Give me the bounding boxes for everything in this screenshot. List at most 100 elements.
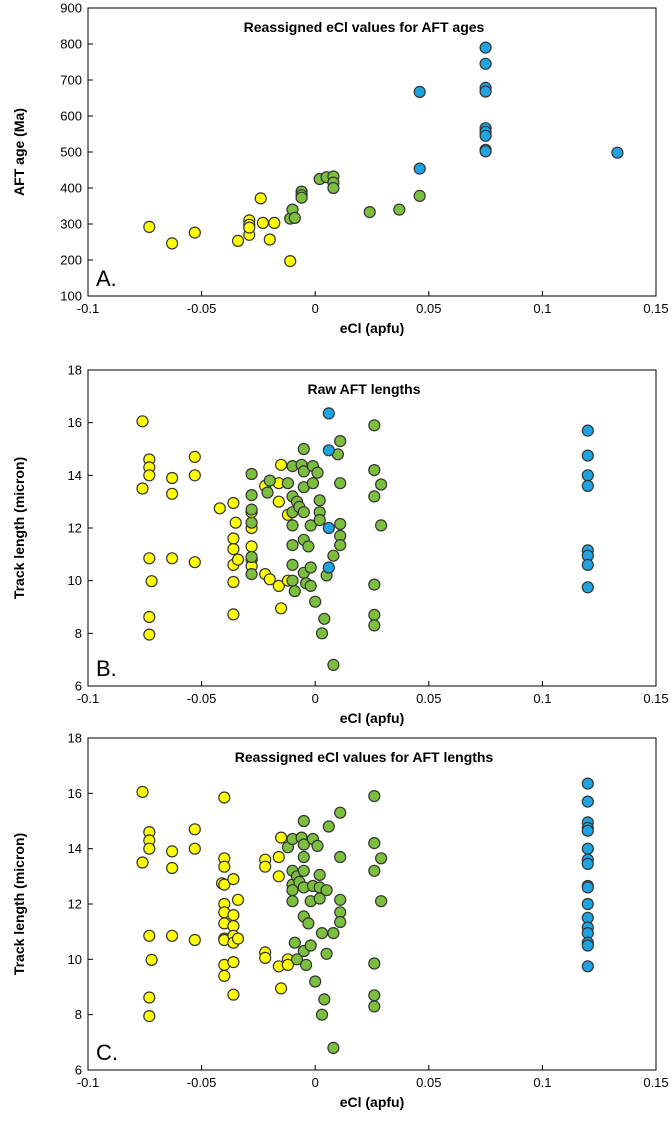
data-point: [227, 543, 240, 556]
data-point: [227, 496, 240, 510]
x-tick-label: 0: [312, 1075, 319, 1090]
data-point: [288, 211, 301, 224]
data-point: [375, 519, 388, 532]
y-tick-label: 18: [68, 363, 82, 378]
x-tick-label: -0.1: [77, 301, 99, 316]
y-tick-label: 12: [68, 897, 82, 912]
data-point: [368, 989, 381, 1002]
data-point: [322, 444, 335, 457]
data-point: [143, 552, 156, 565]
y-axis-label: Track length (micron): [11, 457, 27, 599]
x-tick-label: 0.05: [416, 1075, 441, 1090]
data-point: [375, 478, 388, 491]
x-tick-label: 0.05: [416, 691, 441, 706]
data-point: [313, 514, 326, 527]
data-point: [306, 477, 319, 490]
data-point: [263, 233, 276, 246]
plot-frame: [87, 369, 657, 687]
panel-label: B.: [96, 656, 117, 681]
data-point: [275, 458, 288, 471]
data-point: [227, 956, 240, 969]
y-tick-label: 18: [68, 731, 82, 746]
y-tick-label: 8: [75, 626, 82, 641]
data-point: [322, 820, 335, 833]
data-point: [229, 516, 242, 529]
data-point: [368, 836, 381, 850]
data-point: [297, 506, 310, 519]
data-point: [286, 539, 299, 552]
data-point: [263, 474, 276, 487]
data-point: [368, 608, 381, 621]
data-point: [213, 502, 226, 515]
data-point: [136, 415, 149, 428]
data-point: [227, 873, 240, 886]
y-tick-label: 600: [60, 109, 82, 124]
y-axis-label: Track length (micron): [11, 833, 27, 975]
data-point: [581, 857, 594, 870]
y-tick-label: 16: [68, 415, 82, 430]
plot-frame: [87, 7, 657, 297]
panel-label: C.: [96, 1040, 118, 1065]
chart-title: Reassigned eCl values for AFT ages: [244, 19, 485, 35]
y-tick-label: 10: [68, 573, 82, 588]
x-axis-label: eCl (apfu): [340, 710, 405, 726]
data-point: [581, 558, 594, 571]
data-point: [334, 806, 347, 819]
data-point: [231, 234, 245, 247]
y-tick-label: 8: [75, 1007, 82, 1022]
panel-label: A.: [96, 266, 117, 291]
y-axis-label: AFT age (Ma): [11, 108, 27, 196]
data-point: [375, 852, 388, 865]
data-point: [581, 960, 594, 973]
data-point: [188, 226, 201, 239]
data-point: [166, 471, 179, 485]
data-point: [322, 407, 335, 420]
data-point: [275, 982, 288, 995]
x-tick-label: 0.15: [643, 1075, 668, 1090]
data-point: [581, 939, 594, 952]
data-point: [166, 552, 179, 565]
x-tick-label: 0.15: [643, 691, 668, 706]
data-point: [363, 206, 376, 219]
data-point: [318, 612, 331, 625]
data-point: [297, 850, 310, 864]
data-point: [143, 991, 156, 1004]
x-tick-label: -0.05: [187, 1075, 217, 1090]
data-point: [304, 579, 317, 592]
data-point: [143, 610, 156, 624]
chart-title: Reassigned eCl values for AFT lengths: [235, 749, 494, 765]
data-point: [297, 838, 310, 851]
y-tick-label: 6: [75, 679, 82, 694]
data-point: [188, 933, 201, 947]
data-point: [581, 777, 594, 790]
data-point: [286, 558, 299, 571]
data-point: [315, 1008, 329, 1021]
data-point: [302, 917, 315, 930]
data-point: [304, 939, 317, 952]
data-point: [611, 146, 624, 159]
data-point: [581, 795, 594, 808]
data-point: [188, 556, 201, 569]
data-point: [581, 479, 594, 493]
data-point: [413, 162, 426, 175]
data-point: [322, 521, 335, 535]
y-tick-label: 16: [68, 786, 82, 801]
data-point: [315, 627, 329, 640]
x-tick-label: -0.1: [77, 691, 99, 706]
data-point: [581, 449, 594, 462]
y-tick-label: 10: [68, 952, 82, 967]
data-point: [290, 953, 304, 966]
data-point: [136, 482, 149, 495]
data-point: [304, 519, 317, 532]
x-tick-label: 0.1: [533, 1075, 551, 1090]
data-point: [218, 969, 231, 982]
data-point: [368, 1000, 381, 1013]
data-point: [479, 145, 492, 158]
data-point: [479, 129, 492, 142]
data-point: [320, 947, 333, 960]
x-tick-label: 0: [312, 691, 319, 706]
data-point: [581, 824, 594, 837]
data-point: [368, 578, 381, 591]
data-point: [143, 842, 156, 855]
data-point: [479, 57, 492, 70]
